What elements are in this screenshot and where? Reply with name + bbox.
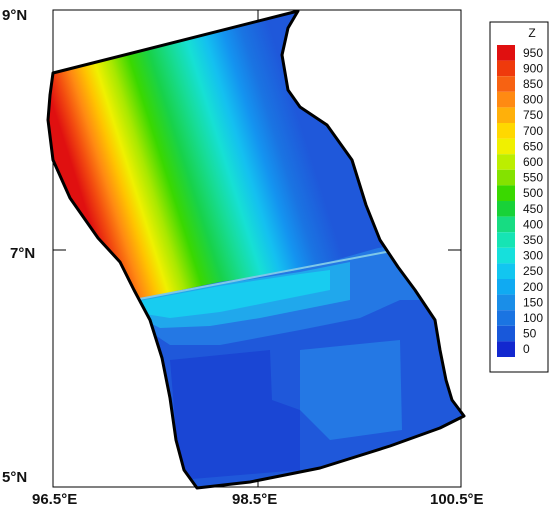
- swath-outline: [46, 9, 466, 490]
- legend-label: 800: [523, 93, 543, 107]
- legend-swatch: [497, 247, 515, 264]
- legend-swatch: [497, 169, 515, 186]
- plot-frame: [52, 9, 462, 488]
- lower-mid-blue-patch: [300, 340, 402, 440]
- legend-swatch: [497, 123, 515, 139]
- lower-cyan-patch: [134, 270, 330, 318]
- legend-swatch: [497, 294, 515, 311]
- legend-swatch: [497, 60, 515, 77]
- legend-swatch: [497, 154, 515, 170]
- legend-label: 50: [523, 327, 537, 341]
- legend-swatch: [497, 263, 515, 279]
- legend-swatch: [497, 341, 515, 357]
- legend-label: 200: [523, 280, 543, 294]
- legend-label: 150: [523, 295, 543, 309]
- legend-title: Z: [528, 26, 535, 40]
- legend-label: 950: [523, 46, 543, 60]
- x-tick-label-100-5e: 100.5°E: [430, 491, 484, 508]
- legend-label: 350: [523, 233, 543, 247]
- legend-label: 550: [523, 171, 543, 185]
- legend-swatch: [497, 279, 515, 295]
- legend-label: 900: [523, 61, 543, 75]
- legend-swatch: [497, 185, 515, 201]
- legend-label: 850: [523, 77, 543, 91]
- legend-label: 100: [523, 311, 543, 325]
- legend-swatch: [497, 232, 515, 248]
- legend-label: 700: [523, 124, 543, 138]
- legend-label: 500: [523, 186, 543, 200]
- y-tick-label-7n: 7°N: [10, 245, 35, 262]
- legend-swatch: [497, 45, 515, 61]
- lower-deep-blue-patch: [170, 350, 300, 480]
- legend-swatch: [497, 201, 515, 217]
- legend-label: 250: [523, 264, 543, 278]
- legend-label: 400: [523, 217, 543, 231]
- legend-swatch: [497, 107, 515, 123]
- y-tick-label-5n: 5°N: [2, 469, 27, 486]
- legend-label: 450: [523, 202, 543, 216]
- legend-swatch: [497, 216, 515, 233]
- x-tick-label-96-5e: 96.5°E: [32, 491, 77, 508]
- legend-swatch: [497, 325, 515, 342]
- legend-label: 0: [523, 342, 530, 356]
- legend: Z 95090085080075070065060055050045040035…: [489, 21, 549, 373]
- legend-swatch: [497, 91, 515, 108]
- legend-swatch: [497, 310, 515, 326]
- legend-swatch: [497, 76, 515, 92]
- legend-label: 750: [523, 108, 543, 122]
- legend-label: 650: [523, 139, 543, 153]
- legend-label: 600: [523, 155, 543, 169]
- legend-swatch: [497, 138, 515, 155]
- legend-label: 300: [523, 249, 543, 263]
- x-tick-label-98-5e: 98.5°E: [232, 491, 277, 508]
- y-tick-label-9n: 9°N: [2, 7, 27, 24]
